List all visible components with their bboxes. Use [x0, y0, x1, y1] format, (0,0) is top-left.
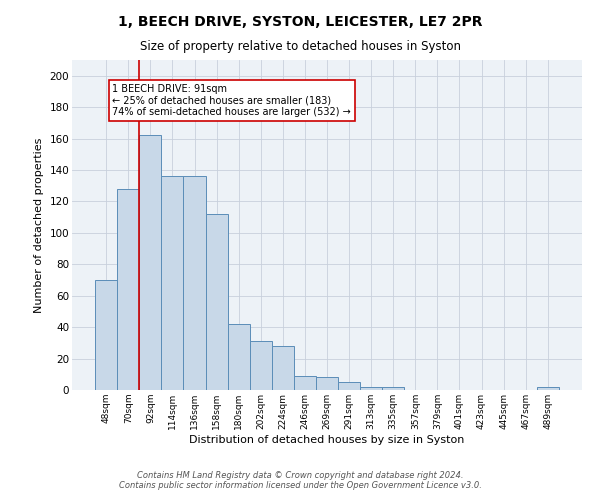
X-axis label: Distribution of detached houses by size in Syston: Distribution of detached houses by size …: [190, 434, 464, 444]
Bar: [338, 382, 360, 390]
Bar: [272, 346, 294, 390]
Bar: [117, 189, 139, 390]
Y-axis label: Number of detached properties: Number of detached properties: [34, 138, 44, 312]
Text: 1 BEECH DRIVE: 91sqm
← 25% of detached houses are smaller (183)
74% of semi-deta: 1 BEECH DRIVE: 91sqm ← 25% of detached h…: [112, 84, 351, 117]
Bar: [360, 387, 382, 390]
Bar: [161, 176, 184, 390]
Text: Contains HM Land Registry data © Crown copyright and database right 2024.
Contai: Contains HM Land Registry data © Crown c…: [119, 470, 481, 490]
Text: 1, BEECH DRIVE, SYSTON, LEICESTER, LE7 2PR: 1, BEECH DRIVE, SYSTON, LEICESTER, LE7 2…: [118, 15, 482, 29]
Bar: [382, 387, 404, 390]
Bar: [184, 176, 206, 390]
Bar: [316, 378, 338, 390]
Bar: [206, 214, 227, 390]
Bar: [250, 342, 272, 390]
Bar: [95, 280, 117, 390]
Bar: [139, 136, 161, 390]
Bar: [537, 387, 559, 390]
Bar: [227, 324, 250, 390]
Text: Size of property relative to detached houses in Syston: Size of property relative to detached ho…: [139, 40, 461, 53]
Bar: [294, 376, 316, 390]
